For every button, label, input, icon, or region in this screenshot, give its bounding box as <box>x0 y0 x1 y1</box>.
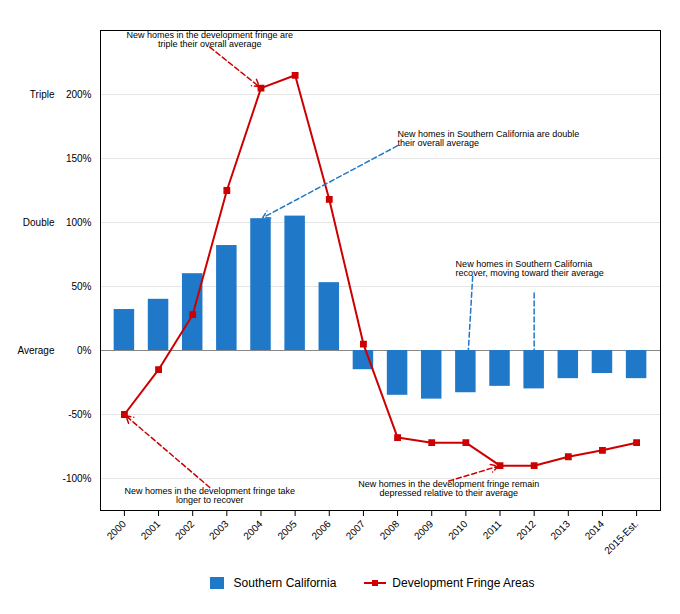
svg-text:New homes in Southern Californ: New homes in Southern California are dou… <box>398 129 580 148</box>
svg-text:200%: 200% <box>66 89 92 100</box>
svg-text:2014: 2014 <box>583 518 607 542</box>
svg-text:50%: 50% <box>71 281 91 292</box>
svg-text:2009: 2009 <box>412 518 436 542</box>
html-text:Southern California: Southern California <box>233 576 337 590</box>
svg-text:Average: Average <box>17 345 55 356</box>
svg-text:2010: 2010 <box>446 518 470 542</box>
svg-text:2000: 2000 <box>105 518 129 542</box>
svg-text:2002: 2002 <box>173 518 197 542</box>
svg-text:2012: 2012 <box>514 518 538 542</box>
svg-text:-100%: -100% <box>63 473 92 484</box>
svg-text:New homes in Southern Californ: New homes in Southern Californiarecover,… <box>456 259 604 278</box>
svg-text:Double: Double <box>23 217 55 228</box>
svg-text:New homes in the development f: New homes in the development fringe rema… <box>358 479 539 498</box>
svg-text:2005: 2005 <box>275 518 299 542</box>
html-text:Development Fringe Areas: Development Fringe Areas <box>392 576 535 590</box>
svg-text:0%: 0% <box>77 345 92 356</box>
svg-text:Triple: Triple <box>30 89 55 100</box>
svg-text:2004: 2004 <box>241 518 265 542</box>
svg-text:2007: 2007 <box>344 518 368 542</box>
svg-text:2008: 2008 <box>378 518 402 542</box>
svg-text:New homes in the development f: New homes in the development fringe take… <box>124 486 295 505</box>
svg-text:2003: 2003 <box>207 518 231 542</box>
svg-text:150%: 150% <box>66 153 92 164</box>
svg-text:New homes in the development f: New homes in the development fringe aret… <box>126 30 293 49</box>
svg-text:2013: 2013 <box>548 518 572 542</box>
svg-text:100%: 100% <box>66 217 92 228</box>
svg-text:2006: 2006 <box>309 518 333 542</box>
svg-text:2015-Est.: 2015-Est. <box>602 518 640 556</box>
svg-text:2011: 2011 <box>481 518 504 541</box>
svg-text:2001: 2001 <box>139 518 163 542</box>
svg-text:-50%: -50% <box>68 409 91 420</box>
